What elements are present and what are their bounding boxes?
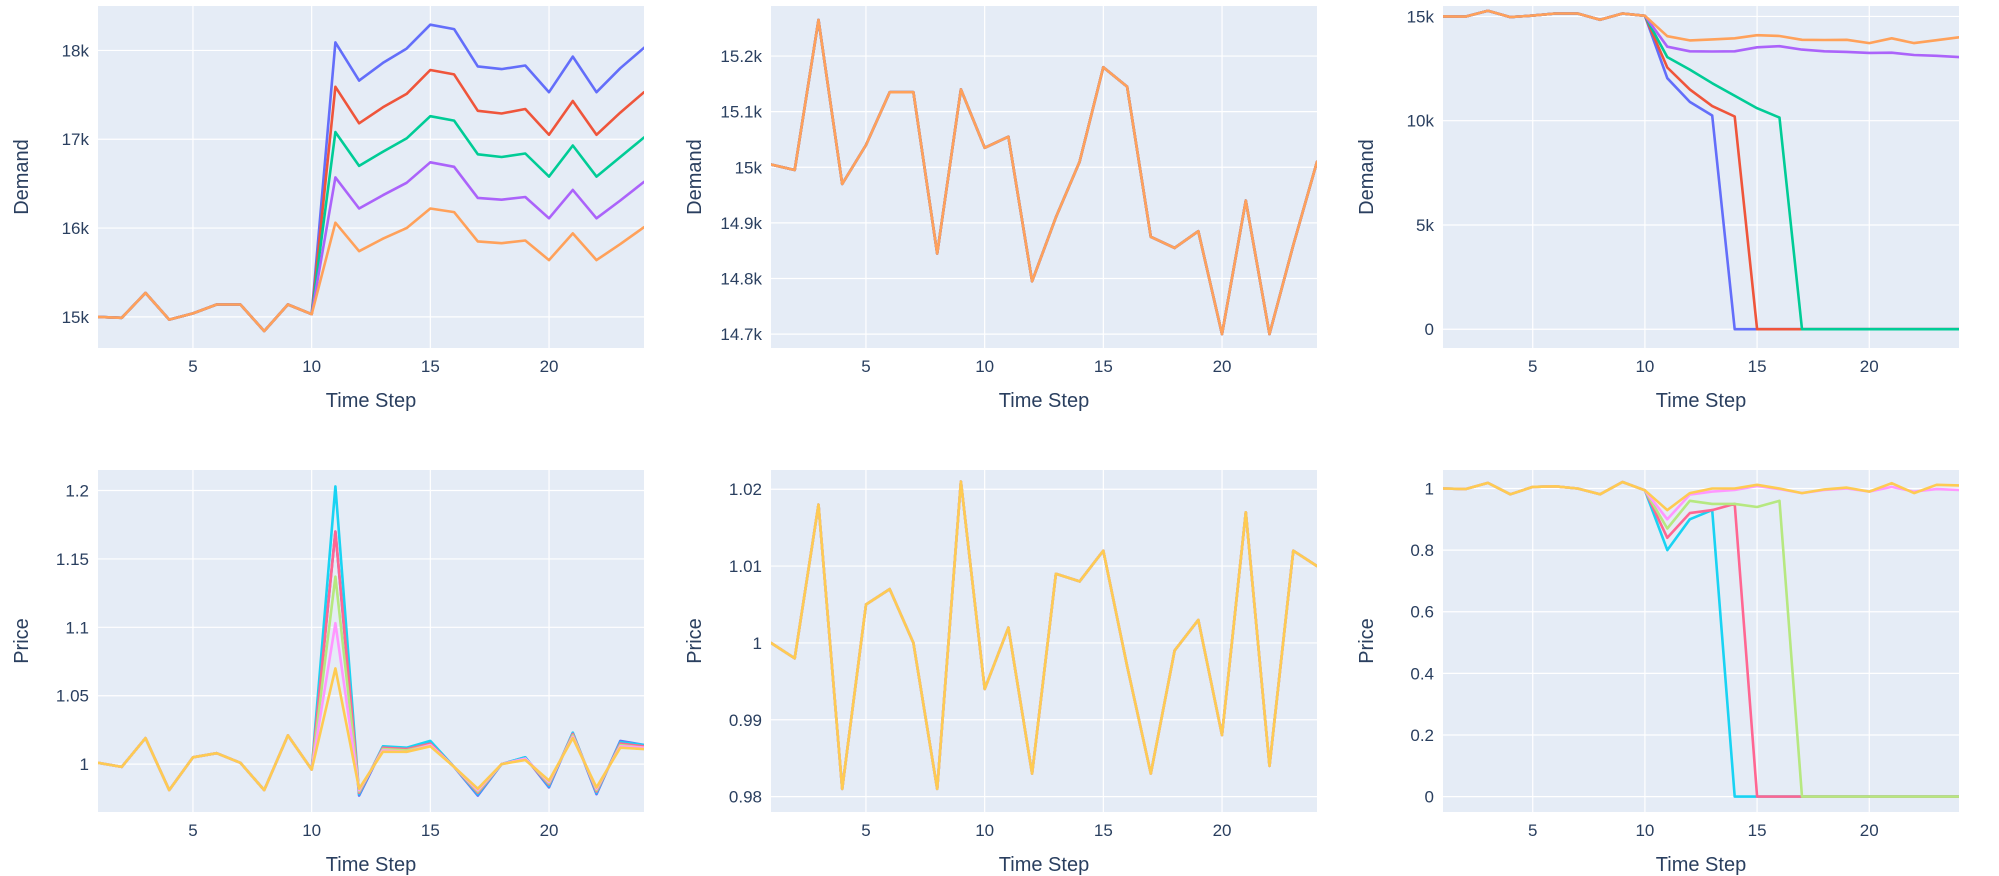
series-group bbox=[771, 18, 1317, 336]
series-group bbox=[1443, 480, 1959, 798]
x-tick-label: 5 bbox=[188, 821, 197, 840]
y-tick-label: 15k bbox=[1407, 7, 1435, 26]
plot-area bbox=[1443, 6, 1959, 348]
y-tick-label: 0.4 bbox=[1410, 664, 1434, 683]
x-tick-label: 5 bbox=[1528, 357, 1537, 376]
y-tick-label: 0.99 bbox=[729, 711, 762, 730]
x-tick-label: 20 bbox=[1860, 821, 1879, 840]
y-tick-label: 1.15 bbox=[56, 550, 89, 569]
x-axis-title: Time Step bbox=[1656, 854, 1746, 876]
y-tick-label: 18k bbox=[62, 41, 90, 60]
x-axis-title: Time Step bbox=[326, 854, 416, 876]
y-tick-label: 0 bbox=[1425, 320, 1434, 339]
series-line-5 bbox=[98, 207, 644, 333]
x-tick-label: 20 bbox=[540, 357, 559, 376]
y-tick-label: 15k bbox=[735, 158, 763, 177]
y-tick-label: 10k bbox=[1407, 112, 1435, 131]
x-tick-label: 20 bbox=[1213, 821, 1232, 840]
x-tick-label: 10 bbox=[302, 357, 321, 376]
x-axis-title: Time Step bbox=[999, 854, 1089, 876]
y-tick-label: 14.9k bbox=[720, 214, 762, 233]
y-axis-title: Demand bbox=[11, 139, 33, 215]
chart-panel-price-scenario-b: 0.98 0.99 1 1.01 1.02 5 10 15 20 Time Step Price bbox=[684, 470, 1317, 876]
y-tick-label: 16k bbox=[62, 219, 90, 238]
y-tick-label: 15k bbox=[62, 308, 90, 327]
series-line-5 bbox=[1443, 9, 1959, 45]
y-tick-label: 15.1k bbox=[720, 103, 762, 122]
y-tick-label: 17k bbox=[62, 130, 90, 149]
y-tick-label: 0.98 bbox=[729, 788, 762, 807]
plot-area bbox=[98, 470, 644, 812]
series-line-6 bbox=[98, 667, 644, 792]
x-axis-title: Time Step bbox=[999, 390, 1089, 412]
x-tick-label: 15 bbox=[1094, 357, 1113, 376]
x-tick-label: 20 bbox=[1213, 357, 1232, 376]
series-line-5 bbox=[771, 18, 1317, 336]
chart-panel-demand-scenario-b: 14.7k 14.8k 14.9k 15k 15.1k 15.2k 5 10 15 20 Time … bbox=[684, 6, 1317, 412]
x-axis-title: Time Step bbox=[326, 390, 416, 412]
series-group bbox=[1443, 9, 1959, 331]
y-tick-label: 1.1 bbox=[65, 618, 89, 637]
x-tick-label: 10 bbox=[1635, 821, 1654, 840]
chart-panel-demand-scenario-c: 0 5k 10k 15k 5 10 15 20 Time Step Demand bbox=[1356, 6, 1959, 412]
y-tick-label: 15.2k bbox=[720, 47, 762, 66]
plot-area bbox=[771, 6, 1317, 348]
y-tick-label: 5k bbox=[1416, 216, 1434, 235]
y-tick-label: 1.01 bbox=[729, 557, 762, 576]
y-tick-label: 1.02 bbox=[729, 480, 762, 499]
y-tick-label: 1.2 bbox=[65, 482, 89, 501]
series-group bbox=[98, 23, 644, 333]
series-group bbox=[98, 485, 644, 797]
x-tick-label: 15 bbox=[421, 357, 440, 376]
y-tick-label: 1 bbox=[753, 634, 762, 653]
x-axis-title: Time Step bbox=[1656, 390, 1746, 412]
x-tick-label: 15 bbox=[421, 821, 440, 840]
y-axis-title: Price bbox=[684, 618, 706, 664]
x-tick-label: 20 bbox=[1860, 357, 1879, 376]
plot-area bbox=[98, 6, 644, 348]
y-tick-label: 14.8k bbox=[720, 269, 762, 288]
x-tick-label: 5 bbox=[861, 821, 870, 840]
x-tick-label: 15 bbox=[1748, 357, 1767, 376]
y-tick-label: 0.6 bbox=[1410, 603, 1434, 622]
y-tick-label: 1 bbox=[1425, 479, 1434, 498]
y-axis-title: Demand bbox=[684, 139, 706, 215]
x-tick-label: 15 bbox=[1094, 821, 1113, 840]
plot-area bbox=[1443, 470, 1959, 812]
y-tick-label: 0.2 bbox=[1410, 726, 1434, 745]
plot-area bbox=[771, 470, 1317, 812]
series-line-6 bbox=[771, 480, 1317, 791]
series-line-5 bbox=[1443, 480, 1959, 512]
x-tick-label: 10 bbox=[975, 357, 994, 376]
x-tick-label: 15 bbox=[1748, 821, 1767, 840]
x-tick-label: 5 bbox=[1528, 821, 1537, 840]
x-tick-label: 10 bbox=[302, 821, 321, 840]
x-tick-label: 5 bbox=[188, 357, 197, 376]
y-axis-title: Price bbox=[1356, 618, 1378, 664]
y-tick-label: 1 bbox=[80, 755, 89, 774]
y-axis-title: Price bbox=[11, 618, 33, 664]
chart-panel-demand-scenario-a: 15k 16k 17k 18k 5 10 15 20 Time Step Demand bbox=[11, 6, 644, 412]
x-tick-label: 20 bbox=[540, 821, 559, 840]
x-tick-label: 5 bbox=[861, 357, 870, 376]
y-axis-title: Demand bbox=[1356, 139, 1378, 215]
chart-panel-price-scenario-a: 1 1.05 1.1 1.15 1.2 5 10 15 20 Time Step Price bbox=[11, 470, 644, 876]
y-tick-label: 0.8 bbox=[1410, 541, 1434, 560]
x-tick-label: 10 bbox=[1635, 357, 1654, 376]
x-tick-label: 10 bbox=[975, 821, 994, 840]
y-tick-label: 0 bbox=[1425, 788, 1434, 807]
y-tick-label: 14.7k bbox=[720, 325, 762, 344]
y-tick-label: 1.05 bbox=[56, 687, 89, 706]
series-group bbox=[771, 480, 1317, 791]
